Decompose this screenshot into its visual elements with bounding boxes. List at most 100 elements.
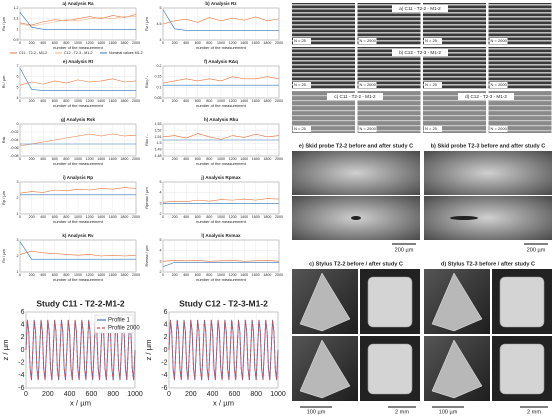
x-tick-label: 800: [206, 99, 212, 103]
stylus-body: [367, 343, 413, 395]
x-tick-label: 1000: [217, 157, 225, 161]
x-tick-label: 600: [195, 41, 201, 45]
y-tick-label: 1.1: [14, 17, 19, 21]
y-tick-label: 1: [17, 27, 19, 31]
x-tick-label: 1000: [74, 215, 82, 219]
x-tick-label: 2000: [275, 41, 283, 45]
series-line: [168, 320, 279, 380]
stylus-body: [499, 343, 545, 395]
y-tick-label: 6: [164, 309, 168, 316]
legend-label: C11 - T2-2 - M1-2: [19, 51, 47, 55]
y-tick-label: 6: [17, 75, 19, 79]
x-tick-label: 1400: [240, 99, 248, 103]
y-tick-label: 5: [160, 180, 162, 184]
y-tick-label: 3: [17, 180, 19, 184]
y-tick-label: -6: [18, 385, 24, 392]
x-tick-label: 200: [42, 391, 54, 398]
x-tick-label: 1800: [120, 41, 128, 45]
x-tick-label: 0: [162, 41, 164, 45]
x-axis-label: x / µm: [213, 398, 234, 407]
panel-title: b) Skid probe T2-3 before and after stud…: [431, 143, 546, 149]
x-tick-label: 800: [206, 273, 212, 277]
series-line: [19, 67, 136, 91]
y-axis-label: Rv / µm: [1, 248, 6, 262]
y-tick-label: 0: [164, 347, 168, 354]
series-line: [162, 198, 280, 203]
scale-label: 2 mm: [527, 409, 541, 415]
x-tick-label: 1600: [252, 41, 260, 45]
x-tick-label: 400: [183, 41, 189, 45]
x-tick-label: 800: [63, 99, 69, 103]
x-tick-label: 0: [19, 273, 21, 277]
x-tick-label: 600: [195, 215, 201, 219]
n-label: N = 25: [294, 126, 307, 131]
series-line: [162, 16, 280, 25]
x-tick-label: 0: [19, 41, 21, 45]
x-tick-label: 1000: [74, 99, 82, 103]
stylus-tip: [431, 339, 483, 399]
x-tick-label: 1200: [86, 215, 94, 219]
x-axis-label: number of the measurement: [196, 45, 247, 50]
y-tick-label: 1: [17, 212, 19, 216]
y-tick-label: -0.02: [10, 130, 18, 134]
x-tick-label: 1200: [229, 99, 237, 103]
series-line: [19, 187, 137, 194]
y-tick-label: 7: [17, 64, 19, 68]
x-tick-label: 1800: [120, 99, 128, 103]
x-tick-label: 2000: [275, 215, 283, 219]
x-tick-label: 1000: [217, 41, 225, 45]
x-tick-label: 400: [40, 215, 46, 219]
chart-title: f) Analysis RΔq: [204, 59, 238, 64]
x-tick-label: 0: [19, 99, 21, 103]
y-tick-label: 5: [17, 85, 19, 89]
x-tick-label: 1200: [86, 41, 94, 45]
x-axis-label: number of the measurement: [53, 103, 104, 108]
x-tick-label: 1800: [263, 157, 271, 161]
x-tick-label: 1600: [109, 99, 117, 103]
chart-title: i) Analysis Rp: [63, 175, 93, 180]
x-tick-label: 2000: [275, 157, 283, 161]
x-tick-label: 600: [52, 215, 58, 219]
label-box: [489, 82, 508, 88]
x-axis-label: number of the measurement: [53, 277, 104, 282]
x-tick-label: 200: [172, 99, 178, 103]
x-tick-label: 1600: [109, 157, 117, 161]
x-tick-label: 1400: [97, 215, 105, 219]
x-tick-label: 2000: [132, 273, 140, 277]
y-tick-label: 0: [17, 122, 19, 126]
series-line: [162, 9, 279, 31]
series-line: [19, 78, 137, 86]
x-tick-label: 400: [64, 391, 76, 398]
x-tick-label: 1800: [263, 99, 271, 103]
chart-title: Study C11 - T2-2-M1-2: [36, 298, 125, 308]
x-tick-label: 400: [207, 391, 219, 398]
x-tick-label: 1000: [217, 215, 225, 219]
panel-label: c) C11 - T2-2 - M1-2: [334, 94, 376, 99]
y-tick-label: 2: [160, 212, 162, 216]
x-tick-label: 1400: [97, 41, 105, 45]
x-tick-label: 1800: [120, 215, 128, 219]
y-tick-label: 4.5: [157, 22, 162, 26]
y-tick-label: 3: [160, 201, 162, 205]
x-tick-label: 200: [29, 273, 35, 277]
y-tick-label: 3: [160, 259, 162, 263]
x-tick-label: 1000: [127, 391, 143, 398]
label-box: [392, 49, 448, 56]
scale-label: 200 µm: [395, 247, 414, 253]
x-tick-label: 1000: [217, 99, 225, 103]
x-tick-label: 1200: [229, 157, 237, 161]
y-axis-label: Rp / µm: [1, 190, 6, 205]
label-box: [458, 93, 514, 100]
x-tick-label: 800: [206, 41, 212, 45]
y-tick-label: -2: [161, 360, 167, 367]
x-tick-label: 0: [162, 99, 164, 103]
n-label: N = 25: [294, 82, 307, 87]
x-axis-label: number of the measurement: [53, 45, 104, 50]
wear-mark: [450, 216, 478, 220]
label-box: [358, 38, 377, 44]
x-tick-label: 0: [19, 157, 21, 161]
y-axis-label: Rz / µm: [144, 16, 149, 30]
y-tick-label: 4: [160, 191, 162, 195]
x-tick-label: 400: [183, 215, 189, 219]
x-axis-label: x / µm: [70, 398, 91, 407]
